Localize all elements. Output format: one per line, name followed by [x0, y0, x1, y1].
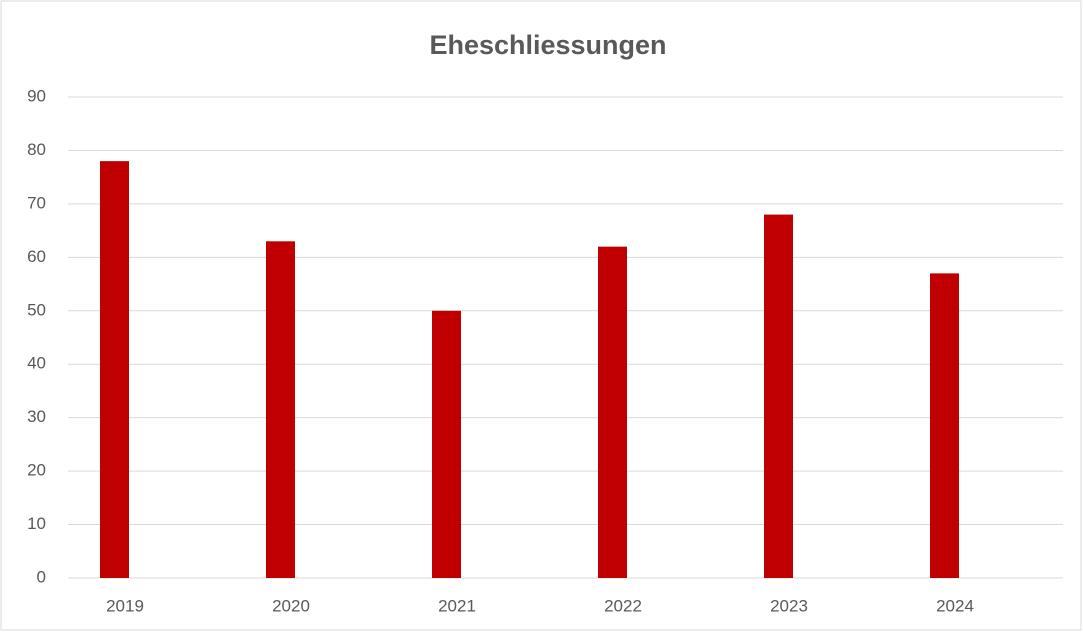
- y-tick-label: 0: [37, 567, 46, 586]
- bar: [598, 246, 627, 578]
- bar: [432, 310, 461, 578]
- bar: [930, 273, 959, 578]
- y-tick-label: 20: [27, 461, 46, 480]
- y-tick-label: 10: [27, 514, 46, 533]
- y-tick-label: 60: [27, 247, 46, 266]
- x-tick-label: 2023: [770, 596, 808, 615]
- y-tick-label: 70: [27, 193, 46, 212]
- x-tick-label: 2020: [272, 596, 310, 615]
- y-tick-label: 90: [27, 86, 46, 105]
- x-tick-label: 2019: [106, 596, 144, 615]
- bar: [266, 241, 295, 579]
- chart-title: Eheschliessungen: [429, 30, 666, 60]
- y-tick-label: 40: [27, 354, 46, 373]
- y-tick-label: 50: [27, 300, 46, 319]
- y-tick-label: 80: [27, 140, 46, 159]
- x-tick-label: 2024: [936, 596, 974, 615]
- x-tick-label: 2022: [604, 596, 642, 615]
- bar: [100, 161, 129, 578]
- y-tick-label: 30: [27, 407, 46, 426]
- x-tick-label: 2021: [438, 596, 476, 615]
- bar: [764, 214, 793, 579]
